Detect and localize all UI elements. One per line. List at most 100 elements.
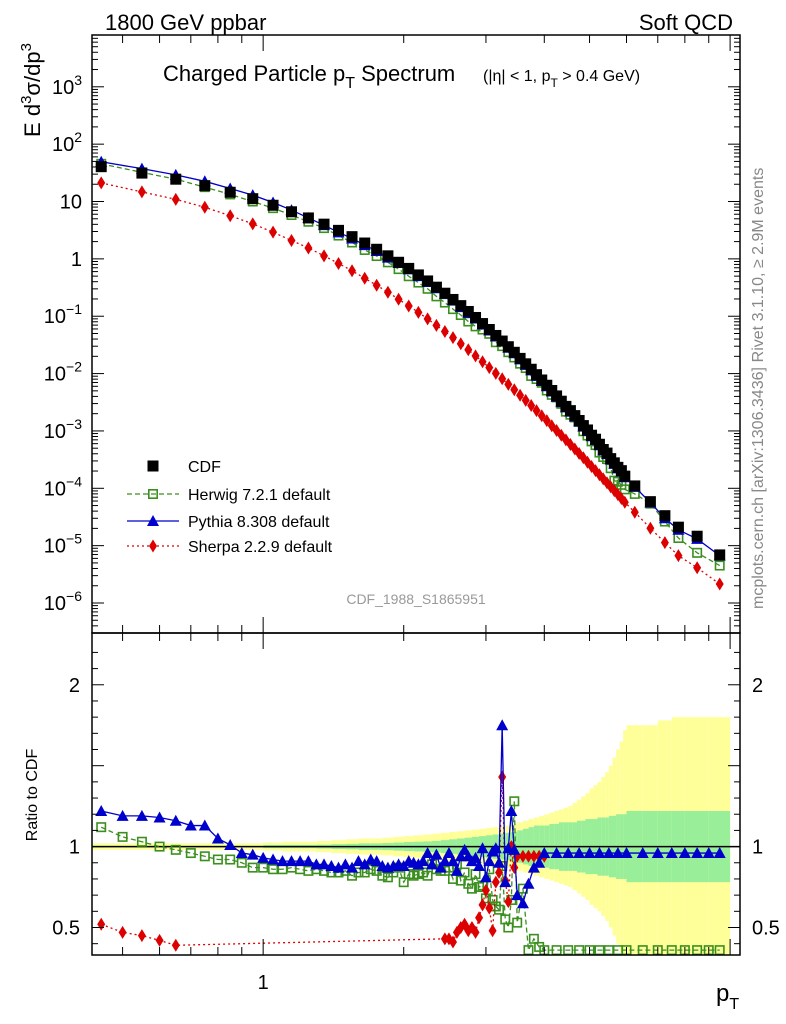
ratio-pythia-point (450, 864, 463, 876)
ratio-x-ticks (122, 633, 731, 955)
ratio-pythia-point (95, 804, 108, 816)
ratio-herwig-point (212, 854, 223, 865)
ratio-pythia-point (483, 855, 496, 867)
y-tick-label: 10−6 (44, 588, 82, 615)
ratio-y-tick-label: 2 (69, 675, 80, 697)
sherpa-point (320, 249, 329, 263)
svg-text:Charged Particle pT Spectrum: Charged Particle pT Spectrum (163, 61, 455, 92)
y-tick-label: 10−1 (44, 301, 82, 328)
ratio-sherpa-point (488, 924, 497, 938)
ratio-sherpa-point (471, 925, 480, 939)
ratio-pythia-point (562, 847, 575, 859)
xlabel: pT (716, 980, 739, 1013)
ratio-y-tick-label-right: 0.5 (752, 917, 780, 939)
cdf-point (601, 447, 613, 459)
ratio-herwig-point (398, 877, 409, 888)
cdf-point (691, 530, 703, 542)
ratio-pythia-point (454, 850, 467, 862)
ratio-pythia-point (678, 847, 691, 859)
legend-marker (149, 539, 157, 553)
cdf-point (267, 199, 279, 211)
ratio-pythia-point (665, 847, 678, 859)
ratio-y-tick-label: 1 (69, 837, 80, 859)
y-tick-label: 10−3 (44, 416, 82, 443)
main-title: Charged Particle pT Spectrum (|η| < 1, p… (163, 61, 640, 92)
y-tick-label: 10 (60, 192, 82, 214)
x-tick-label: 1 (258, 972, 269, 994)
ratio-pythia-point (310, 858, 323, 870)
cdf-point (224, 186, 236, 198)
ratio-pythia-point (538, 847, 551, 859)
sherpa-point (348, 264, 357, 278)
series-sherpa (97, 176, 724, 591)
sherpa-point (97, 176, 106, 190)
main-ylabel-sup1: 3 (18, 96, 35, 104)
sherpa-point (510, 383, 519, 397)
ratio-herwig-point (247, 862, 258, 873)
ratio-pythia-point (294, 855, 307, 867)
ratio-pythia-point (211, 832, 224, 844)
main-subtitle-sub: T (550, 76, 558, 90)
sherpa-point (248, 217, 257, 231)
sherpa-point (646, 521, 655, 535)
ratio-sherpa-point (448, 935, 457, 949)
ratio-pythia-point (116, 809, 129, 821)
sherpa-point (478, 355, 487, 369)
cdf-point (359, 237, 371, 249)
sherpa-point (693, 561, 702, 575)
ratio-herwig-point (136, 836, 147, 847)
ratio-pythia-point (691, 847, 704, 859)
cdf-point (629, 480, 641, 492)
cdf-point (455, 300, 467, 312)
cdf-point (439, 287, 451, 299)
legend-item-cdf: CDF (147, 459, 221, 476)
ratio-pythia-point (496, 719, 509, 731)
ratio-sherpa-point (481, 883, 490, 897)
ratio-pythia-point (318, 858, 331, 870)
ratio-y-ticks: 0.5 0.5 1 1 2 2 (52, 651, 780, 945)
ratio-sherpa-point (495, 865, 504, 879)
ratio-pythia-point (651, 847, 664, 859)
ratio-herwig-point (236, 857, 247, 868)
ratio-pythia-point (438, 855, 451, 867)
legend-marker (147, 515, 159, 526)
ratio-herwig-point (258, 862, 269, 873)
ratio-sherpa-point (485, 901, 494, 915)
ratio-pythia-point (636, 847, 649, 859)
sherpa-point (464, 343, 473, 357)
sherpa-point (269, 225, 278, 239)
ratio-pythia-point (169, 814, 182, 826)
ratio-herwig-point (470, 869, 481, 880)
sherpa-point (448, 331, 457, 345)
ratio-pythia-point (499, 876, 512, 888)
sherpa-point (527, 399, 536, 413)
main-ylabel-sup2: 3 (18, 43, 35, 51)
main-x-ticks (122, 35, 731, 633)
ratio-sherpa-point (118, 925, 127, 939)
sherpa-point (660, 536, 669, 550)
rivet-label: Rivet 3.1.10, ≥ 2.9M events (750, 168, 767, 363)
ratio-pythia-point (505, 804, 518, 816)
main-subtitle-b: > 0.4 GeV) (558, 68, 640, 85)
sherpa-point (674, 549, 683, 563)
legend-item-herwig: Herwig 7.2.1 default (127, 487, 331, 504)
series-cdf (95, 161, 726, 561)
ratio-pythia-point (339, 858, 352, 870)
ratio-sherpa-point (97, 917, 106, 931)
ratio-sherpa-point (524, 849, 533, 863)
ratio-pythia-point (479, 871, 492, 883)
cdf-point (447, 293, 459, 305)
y-tick-label: 10−2 (44, 359, 82, 386)
sherpa-point (521, 393, 530, 407)
main-title-text: Charged Particle p (163, 61, 345, 86)
ratio-herwig-point (487, 894, 498, 905)
header-left: 1800 GeV ppbar (105, 10, 266, 35)
ratio-pythia-point (153, 811, 166, 823)
ratio-pythia-point (442, 847, 455, 859)
sherpa-point (171, 192, 180, 206)
herwig-point (619, 484, 630, 495)
series-herwig (96, 158, 725, 571)
ratio-herwig-point (185, 848, 196, 859)
sherpa-point (516, 388, 525, 402)
ratio-sherpa-point (478, 898, 487, 912)
